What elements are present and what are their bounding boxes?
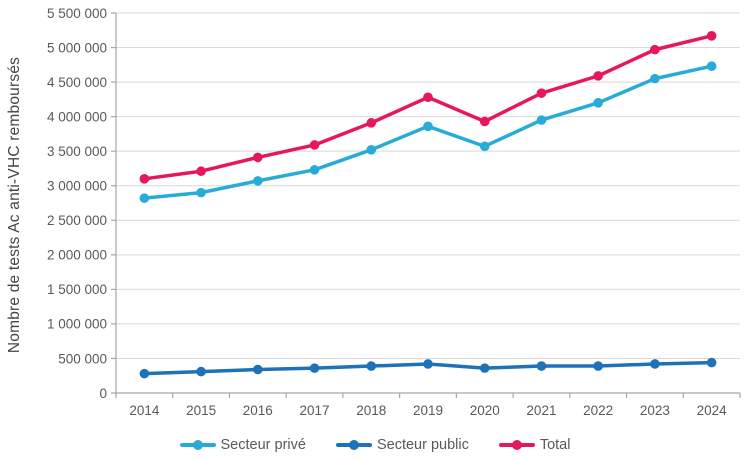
- data-point: [366, 145, 377, 155]
- data-point: [593, 71, 603, 81]
- data-point: [139, 368, 150, 379]
- data-point: [423, 92, 433, 103]
- y-tick-label: 500 000: [58, 351, 107, 366]
- data-point: [706, 357, 717, 368]
- data-point: [366, 118, 377, 128]
- x-tick-label: 2018: [356, 403, 386, 418]
- legend-item-total[interactable]: Total: [498, 437, 571, 453]
- y-tick-label: 1 500 000: [47, 282, 107, 297]
- data-point: [706, 61, 717, 71]
- data-point: [650, 73, 660, 84]
- data-point: [253, 176, 263, 186]
- data-point: [253, 152, 263, 163]
- plot-area: 0 500 000 1 000 000 1 500 000 2 000 000 2 500…: [47, 6, 741, 418]
- data-point: [479, 116, 490, 127]
- y-tick-label: 1 000 000: [47, 317, 107, 332]
- legend-item-secteur-prive[interactable]: Secteur privé: [179, 437, 306, 453]
- data-point: [706, 31, 717, 41]
- x-tick-label: 2020: [470, 403, 500, 418]
- x-tick-label: 2017: [300, 403, 330, 418]
- data-point: [593, 361, 603, 371]
- y-tick-label: 4 000 000: [47, 109, 107, 124]
- legend: Secteur privé Secteur public Total: [0, 433, 750, 457]
- x-tick-label: 2023: [640, 403, 670, 418]
- legend-dot-icon: [348, 440, 359, 450]
- y-tick-label: 4 500 000: [47, 75, 107, 90]
- y-tick-label: 2 000 000: [47, 248, 107, 263]
- legend-marker-line-icon: [335, 440, 372, 450]
- x-tick-label: 2021: [526, 403, 556, 418]
- legend-marker-line-icon: [179, 440, 216, 450]
- data-point: [536, 361, 547, 371]
- legend-label: Total: [539, 437, 571, 453]
- data-point: [253, 364, 263, 375]
- data-point: [536, 115, 547, 125]
- series-line-secteur-privé: [142, 64, 714, 200]
- legend-marker-line-icon: [498, 440, 535, 450]
- data-point: [423, 121, 433, 132]
- y-tick-label: 3 000 000: [47, 179, 107, 194]
- data-point: [196, 366, 206, 377]
- data-point: [196, 166, 206, 177]
- data-point: [650, 359, 660, 369]
- legend-item-secteur-public[interactable]: Secteur public: [335, 437, 469, 453]
- x-tick-label: 2024: [697, 403, 728, 418]
- legend-dot-icon: [511, 440, 522, 450]
- y-tick-label: 5 500 000: [47, 6, 107, 21]
- data-point: [366, 361, 377, 371]
- x-tick-label: 2014: [129, 403, 160, 418]
- x-tick-label: 2022: [583, 403, 613, 418]
- x-tick-label: 2016: [243, 403, 273, 418]
- legend-label: Secteur privé: [220, 437, 306, 453]
- data-point: [479, 141, 490, 152]
- data-point: [309, 363, 320, 373]
- data-point: [593, 98, 603, 108]
- data-point: [139, 174, 150, 184]
- y-tick-label: 0: [99, 386, 107, 401]
- x-tick-label: 2019: [413, 403, 443, 418]
- data-point: [650, 44, 660, 55]
- data-point: [309, 140, 320, 150]
- data-point: [423, 359, 433, 369]
- legend-dot-icon: [192, 440, 203, 450]
- data-point: [196, 187, 206, 198]
- y-tick-label: 5 000 000: [47, 40, 107, 55]
- data-point: [536, 88, 547, 98]
- legend-label: Secteur public: [376, 437, 469, 453]
- series-line-total: [142, 34, 714, 181]
- y-tick-label: 3 500 000: [47, 144, 107, 159]
- data-point: [479, 363, 490, 373]
- y-tick-label: 2 500 000: [47, 213, 107, 228]
- x-tick-label: 2015: [186, 403, 216, 418]
- data-point: [139, 193, 150, 203]
- data-point: [309, 165, 320, 175]
